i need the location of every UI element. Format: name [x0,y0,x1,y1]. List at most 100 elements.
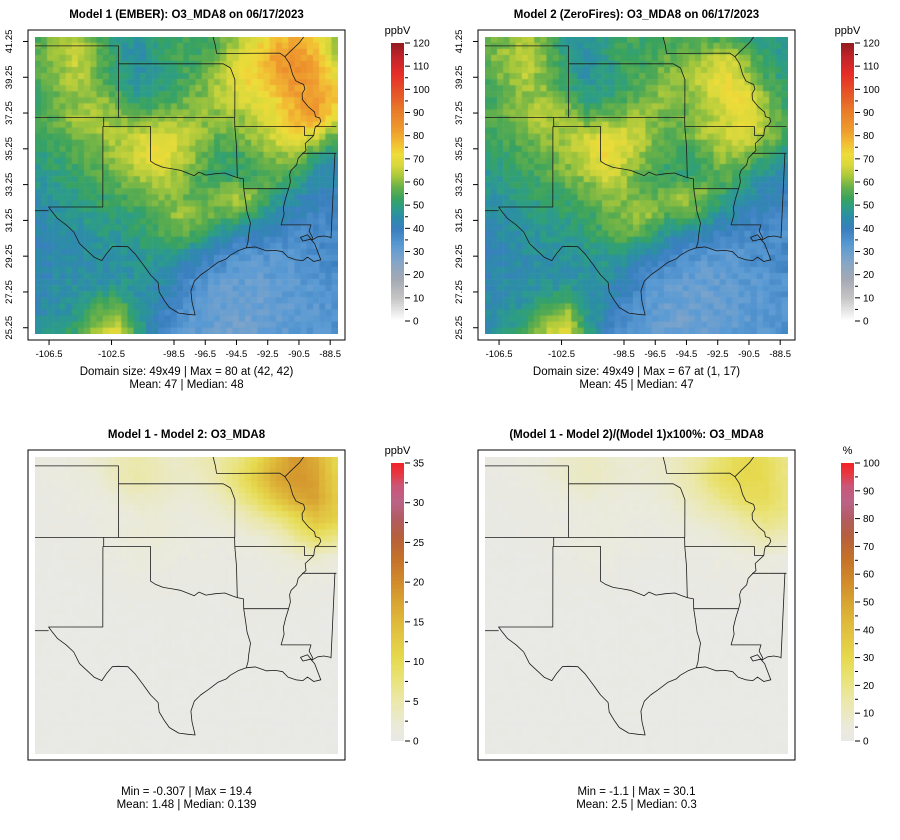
colorbar-tick-label: 60 [413,178,425,189]
state-border-line [48,126,251,316]
colorbar-tick-label: 50 [863,201,875,212]
panel-model2-zerofires: Model 2 (ZeroFires): O3_MDA8 on 06/17/20… [450,0,900,420]
plot-box [27,29,346,341]
colorbar-tick-label: 0 [863,317,869,328]
colorbar-tick-label: 110 [413,62,429,73]
colorbar-tick-label: 90 [863,108,875,119]
x-tick-label: -94.5 [676,349,698,360]
state-border-line [666,52,736,58]
colorbar-tick-label: 90 [863,486,875,497]
colorbar-unit-label: ppbV [384,25,411,37]
y-tick-label: 29.25 [4,244,15,268]
colorbar-tick-label: 20 [863,270,875,281]
x-tick-label: -102.5 [548,349,575,360]
colorbar-tick-label: 40 [413,224,425,235]
colorbar-gradient [841,43,854,321]
stats-line2: Mean: 45 | Median: 47 [579,379,694,391]
colorbar-tick-label: 0 [413,737,419,748]
state-border-line [696,234,782,262]
stats-line1: Domain size: 49x49 | Max = 80 at (42, 42… [79,366,294,378]
state-border-line [780,573,786,659]
state-border-line [730,188,763,241]
stats-line2: Mean: 47 | Median: 48 [129,379,244,391]
state-border-line [662,36,667,54]
state-border-line [118,483,236,538]
y-tick-label: 25.25 [4,316,15,340]
colorbar-tick-label: 100 [413,85,430,96]
y-tick-label: 39.25 [454,65,465,89]
state-border-line [234,537,238,598]
y-tick-label: 41.25 [454,30,465,54]
state-border-line [234,117,238,178]
plot-box [477,449,796,761]
colorbar-tick-label: 100 [863,85,880,96]
state-border-line [662,456,667,474]
state-border-line [696,654,782,682]
state-border-line [284,456,322,556]
map-overlay: 0 10 20 30 40 50 60 70 80 90 100 [477,449,880,761]
x-tick-label: -96.5 [194,349,216,360]
colorbar-tick-label: 30 [863,653,875,664]
y-tick-label: 37.25 [454,101,465,125]
map-overlay: -106.5 -102.5 -98.5 -96.5 -94.5 -92.5 -90.5 -88… [454,29,880,360]
state-border-line [780,153,786,239]
state-border-line [234,546,314,556]
panel-percent-difference: (Model 1 - Model 2)/(Model 1)x100%: O3_M… [450,420,900,840]
colorbar-tick-label: 20 [413,578,425,589]
state-border-line [553,117,685,127]
y-tick-label: 27.25 [454,280,465,304]
state-borders [485,456,787,736]
colorbar-tick-label: 60 [863,178,875,189]
panel-title: Model 1 - Model 2: O3_MDA8 [107,429,266,441]
colorbar-tick-label: 40 [863,625,875,636]
state-border-line [48,546,251,736]
heatmap-raster [485,37,788,334]
state-border-line [498,546,701,736]
panel-title: Model 1 (EMBER): O3_MDA8 on 06/17/2023 [69,9,304,21]
stats-line1: Min = -0.307 | Max = 19.4 [121,786,252,798]
x-tick-label: -88.5 [769,349,791,360]
x-tick-label: -106.5 [36,349,63,360]
panel-model1-ember: Model 1 (EMBER): O3_MDA8 on 06/17/2023 p… [0,0,450,420]
stats-line1: Min = -1.1 | Max = 30.1 [577,786,696,798]
stats-line2: Mean: 1.48 | Median: 0.139 [116,799,257,811]
colorbar-tick-label: 10 [413,293,425,304]
x-tick-label: -98.5 [163,349,185,360]
y-tick-label: 37.25 [4,101,15,125]
colorbar-tick-label: 120 [413,39,430,50]
state-border-line [734,36,772,136]
x-tick-label: -94.5 [226,349,248,360]
x-tick-label: -90.5 [738,349,760,360]
stats-line1: Domain size: 49x49 | Max = 67 at (1, 17) [532,366,741,378]
colorbar-tick-label: 20 [863,681,875,692]
colorbar-unit-label: ppbV [384,445,411,457]
y-tick-label: 35.25 [454,137,465,161]
plot-box [477,29,796,341]
state-borders [35,456,337,736]
heatmap-raster [35,457,338,754]
colorbar-tick-label: 5 [413,697,419,708]
colorbar-tick-label: 10 [863,293,875,304]
state-border-line [246,654,332,682]
colorbar-tick-label: 80 [863,131,875,142]
state-border-line [568,63,686,118]
x-tick-label: -96.5 [644,349,666,360]
colorbar-tick-label: 100 [863,459,880,470]
state-border-line [684,546,764,556]
colorbar-tick-label: 70 [413,154,425,165]
colorbar-tick-label: 0 [863,737,869,748]
x-tick-label: -98.5 [613,349,635,360]
state-border-line [734,456,772,556]
colorbar-gradient [841,463,854,741]
colorbar-tick-label: 80 [413,131,425,142]
state-border-line [568,483,686,538]
y-tick-label: 33.25 [454,173,465,197]
colorbar-tick-label: 50 [863,598,875,609]
state-border-line [684,117,688,178]
state-border-line [288,555,315,609]
colorbar-tick-label: 20 [413,270,425,281]
state-border-line [280,188,313,241]
state-border-line [212,36,217,54]
state-border-line [553,537,685,547]
state-border-line [730,608,763,661]
